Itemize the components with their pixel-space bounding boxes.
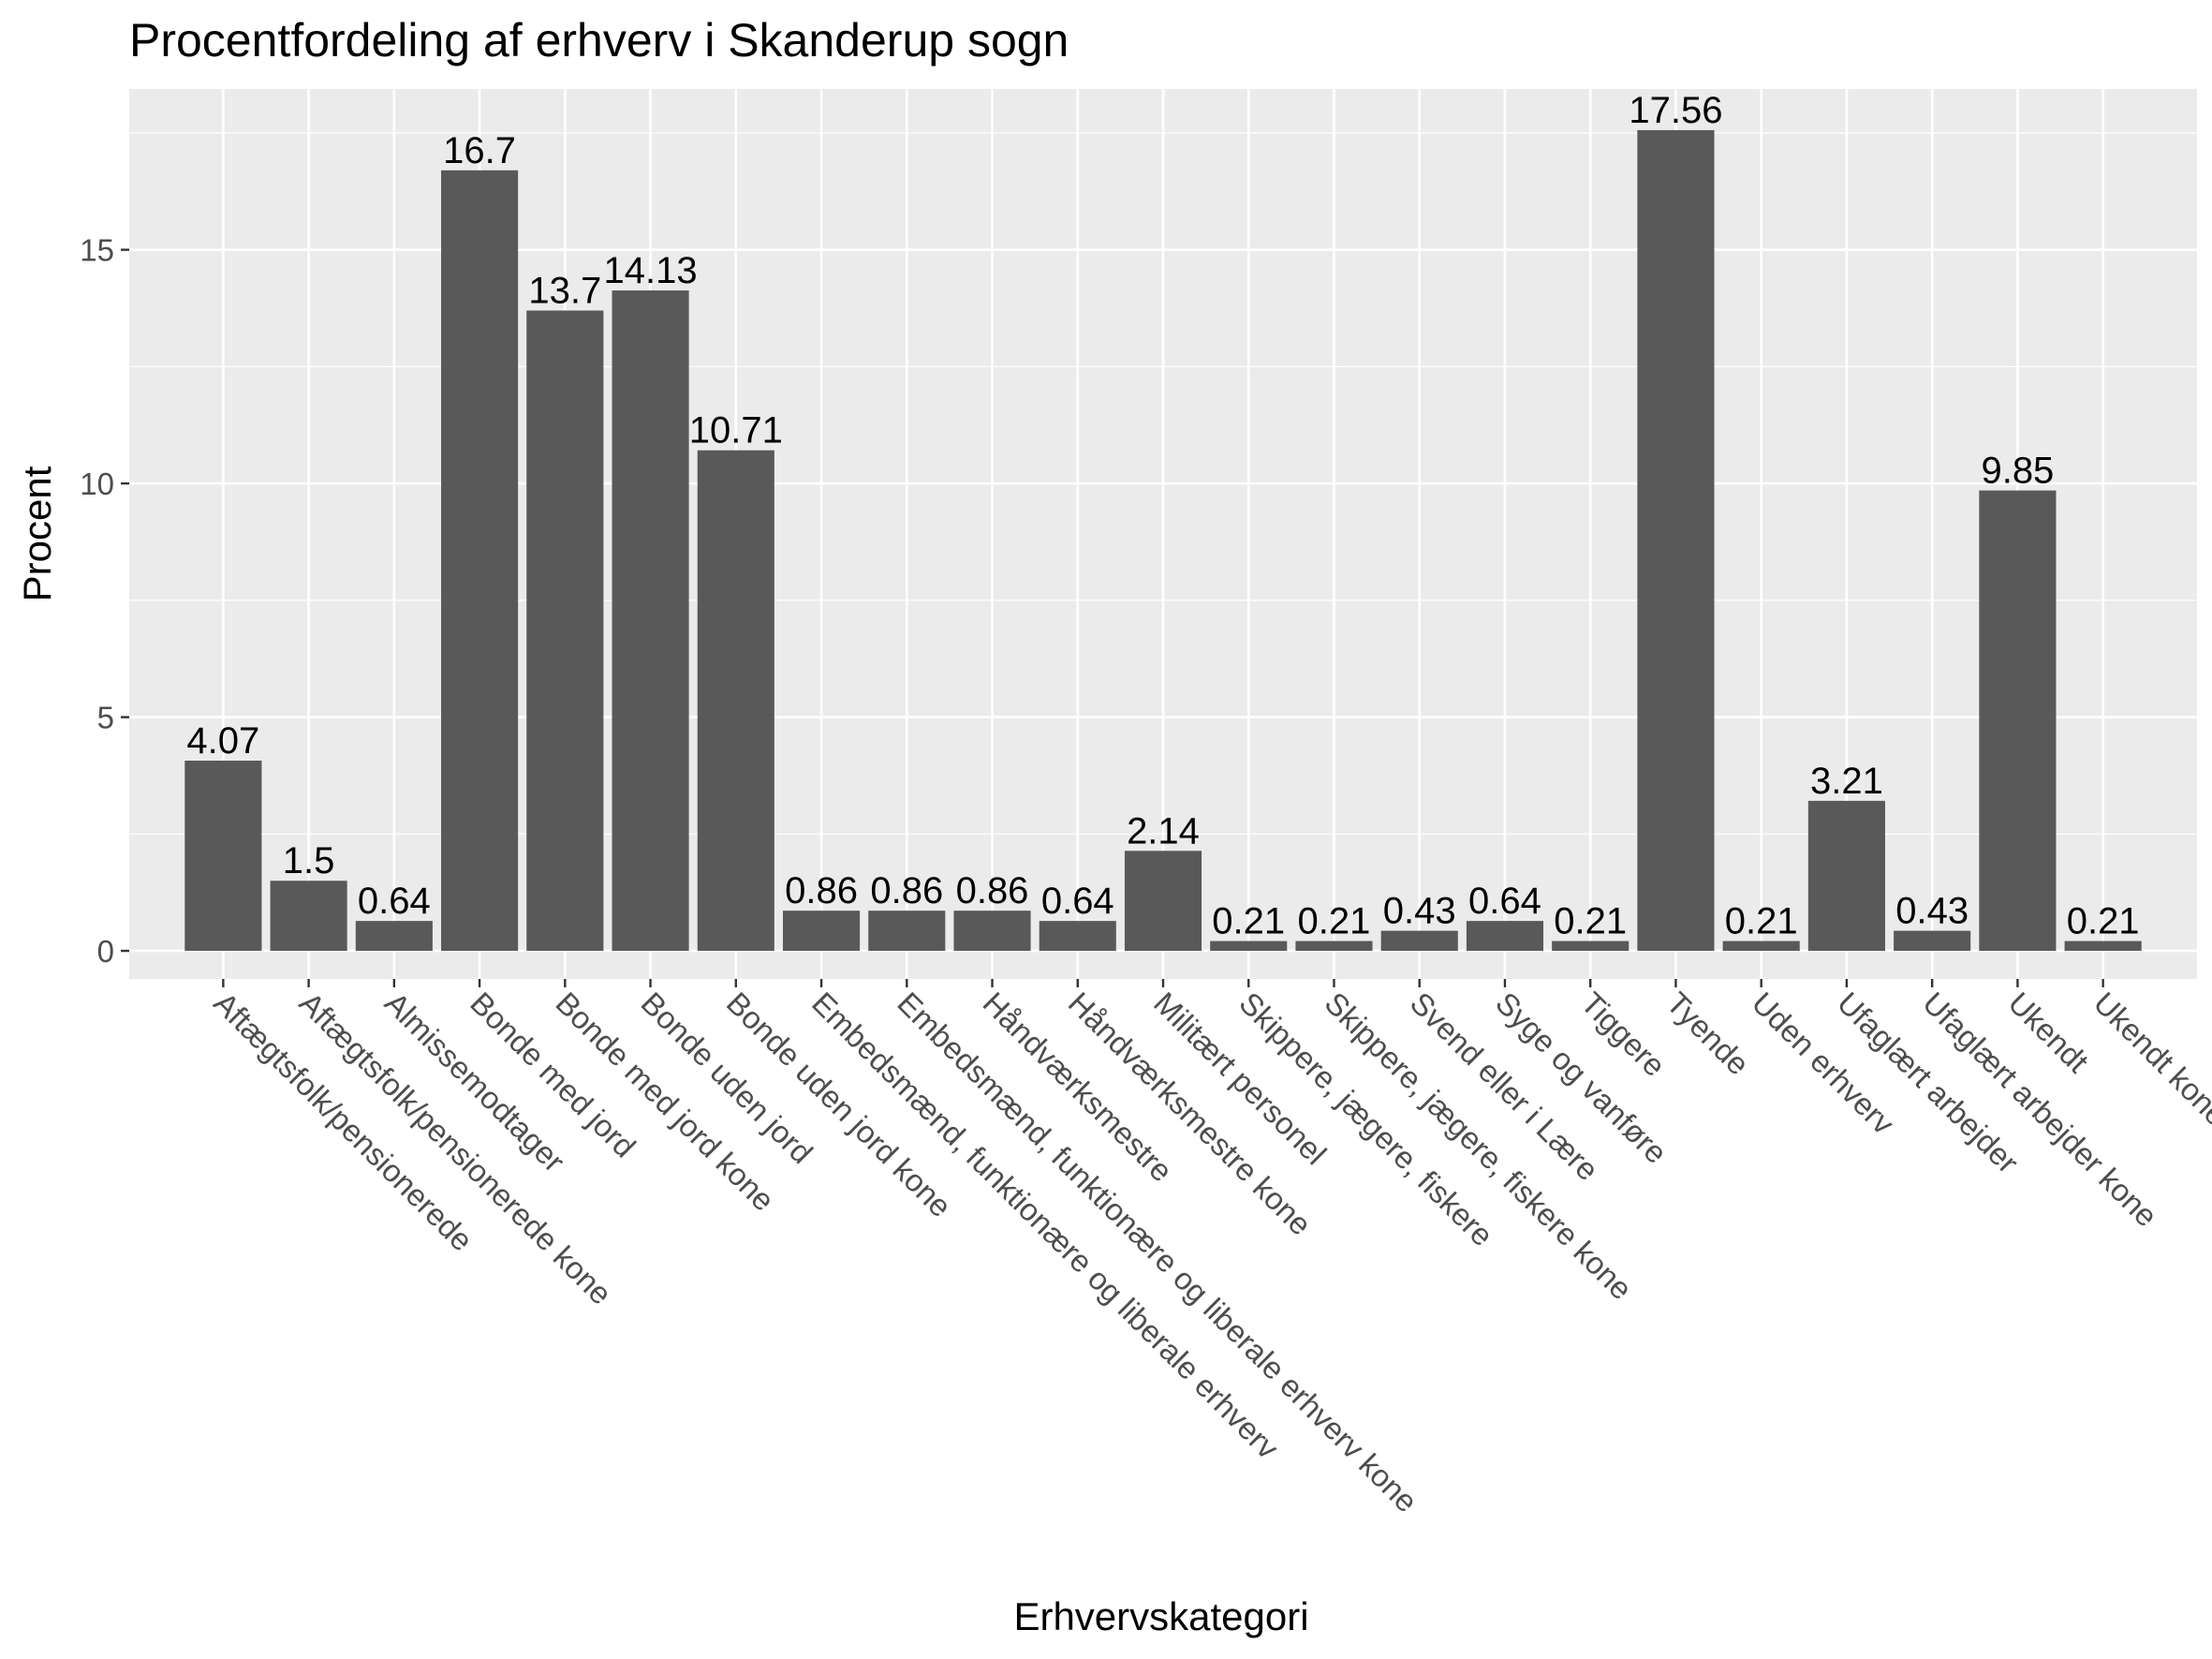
bar-value-label: 17.56 — [1629, 90, 1722, 131]
y-tick-label: 15 — [80, 233, 114, 268]
bar — [270, 881, 347, 952]
bar-value-label: 3.21 — [1810, 761, 1883, 802]
x-tick-label: Ukendt kone — [2087, 985, 2212, 1133]
bar-value-label: 13.7 — [528, 271, 601, 312]
bar-value-label: 0.21 — [2067, 901, 2140, 942]
bar-value-label: 0.43 — [1895, 891, 1969, 932]
bar — [612, 290, 689, 952]
bar — [1466, 921, 1544, 952]
bar — [953, 911, 1031, 952]
bar — [184, 760, 262, 952]
bar — [2064, 941, 2142, 952]
bar-value-label: 0.43 — [1383, 891, 1456, 932]
bar-value-labels: 4.07 1.5 0.64 16.7 13.7 14.13 10.71 0.86 0.86 0.8… — [186, 90, 2139, 942]
y-tick-label: 10 — [80, 467, 114, 501]
x-tick-label: Aftægtsfolk/pensionerede kone — [293, 985, 619, 1311]
y-tick-label: 5 — [97, 701, 114, 735]
y-tick-label: 0 — [97, 934, 114, 969]
bar — [697, 450, 774, 952]
bar — [782, 911, 861, 952]
chart-title: Procentfordeling af erhverv i Skanderup … — [129, 14, 1069, 67]
x-axis: Aftægtsfolk/pensioneredeAftægtsfolk/pens… — [207, 979, 2212, 1518]
bar-value-label: 9.85 — [1981, 451, 2054, 492]
bar-value-label: 0.64 — [1041, 881, 1114, 922]
bar — [1722, 941, 1800, 952]
bar — [1380, 930, 1458, 952]
bar-value-label: 0.86 — [785, 870, 858, 911]
x-tick-label: Skippere, jægere, fiskere kone — [1319, 985, 1640, 1307]
bars — [184, 129, 2142, 952]
bar-value-label: 14.13 — [604, 250, 698, 291]
bar — [868, 911, 946, 952]
bar-value-label: 0.64 — [1468, 881, 1541, 922]
bar-value-label: 0.21 — [1554, 901, 1627, 942]
bar — [441, 170, 519, 952]
bar-value-label: 0.21 — [1212, 901, 1285, 942]
x-tick-label: Tyende — [1659, 985, 1756, 1082]
bar — [1295, 941, 1373, 952]
bar — [355, 921, 433, 952]
bar — [1637, 129, 1715, 952]
bar-value-label: 10.71 — [689, 410, 783, 452]
bar-value-label: 0.21 — [1298, 901, 1371, 942]
bar-value-label: 0.86 — [870, 870, 943, 911]
x-axis-title: Erhvervskategori — [1013, 1594, 1308, 1638]
bar — [1552, 941, 1630, 952]
bar-value-label: 0.86 — [956, 870, 1029, 911]
bar — [1210, 941, 1288, 952]
bar-value-label: 1.5 — [283, 840, 335, 881]
bar — [1807, 800, 1885, 952]
y-axis: 0 5 10 15 — [80, 233, 129, 969]
bar — [1894, 930, 1971, 952]
y-axis-title: Procent — [15, 466, 59, 601]
bar-value-label: 0.21 — [1725, 901, 1798, 942]
bar — [1039, 921, 1116, 952]
bar — [1124, 851, 1202, 952]
bar-value-label: 16.7 — [443, 130, 516, 171]
bar-value-label: 0.64 — [358, 881, 431, 922]
bar-value-label: 2.14 — [1127, 810, 1200, 852]
bar-value-label: 4.07 — [186, 720, 259, 762]
bar — [1979, 490, 2057, 952]
bar — [526, 310, 604, 952]
